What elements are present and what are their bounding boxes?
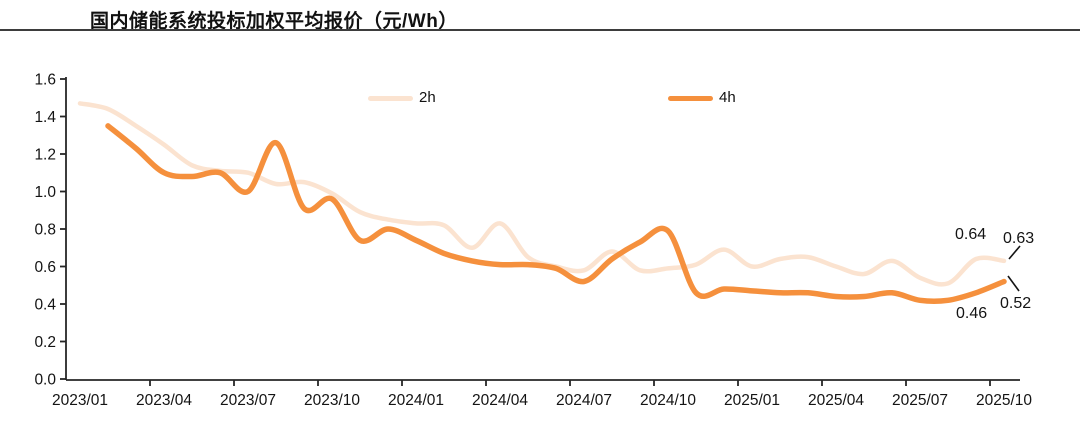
y-tick-label: 0.2 [34,334,56,351]
y-tick-label: 1.0 [34,184,56,201]
x-tick-label: 2023/01 [52,392,108,409]
annotation-2h-2025-10: 0.63 [1003,230,1035,247]
x-tick-label: 2025/04 [808,392,864,409]
x-tick-label: 2024/07 [556,392,612,409]
leader-4h [1007,275,1020,292]
annotation-4h-2025-10: 0.52 [1000,295,1032,312]
chart-title: 国内储能系统投标加权平均报价（元/Wh） [90,11,458,32]
x-tick-label: 2023/10 [304,392,360,409]
y-tick-label: 1.2 [34,147,56,164]
x-tick-label: 2023/07 [220,392,276,409]
y-tick-label: 1.4 [34,109,56,126]
x-tick-label: 2025/01 [724,392,780,409]
x-tick-label: 2025/07 [892,392,948,409]
series-4h-line [105,123,1007,304]
title-underline [0,29,1080,31]
y-tick-label: 0.6 [34,259,56,276]
x-tick-label: 2025/10 [976,392,1032,409]
x-tick-label: 2024/04 [472,392,528,409]
x-tick-label: 2024/10 [640,392,696,409]
y-tick-label: 1.6 [34,72,56,89]
y-tick-label: 0.0 [34,372,56,389]
x-tick-label: 2024/01 [388,392,444,409]
y-tick-label: 0.8 [34,222,56,239]
annotation-4h-2025-09: 0.46 [956,305,988,322]
x-tick-label: 2023/04 [136,392,192,409]
series-2h-line [77,101,1007,287]
y-tick-label: 0.4 [34,297,56,314]
leader-2h [1008,245,1021,260]
axes [60,77,1020,386]
annotation-2h-2025-09: 0.64 [955,226,987,243]
